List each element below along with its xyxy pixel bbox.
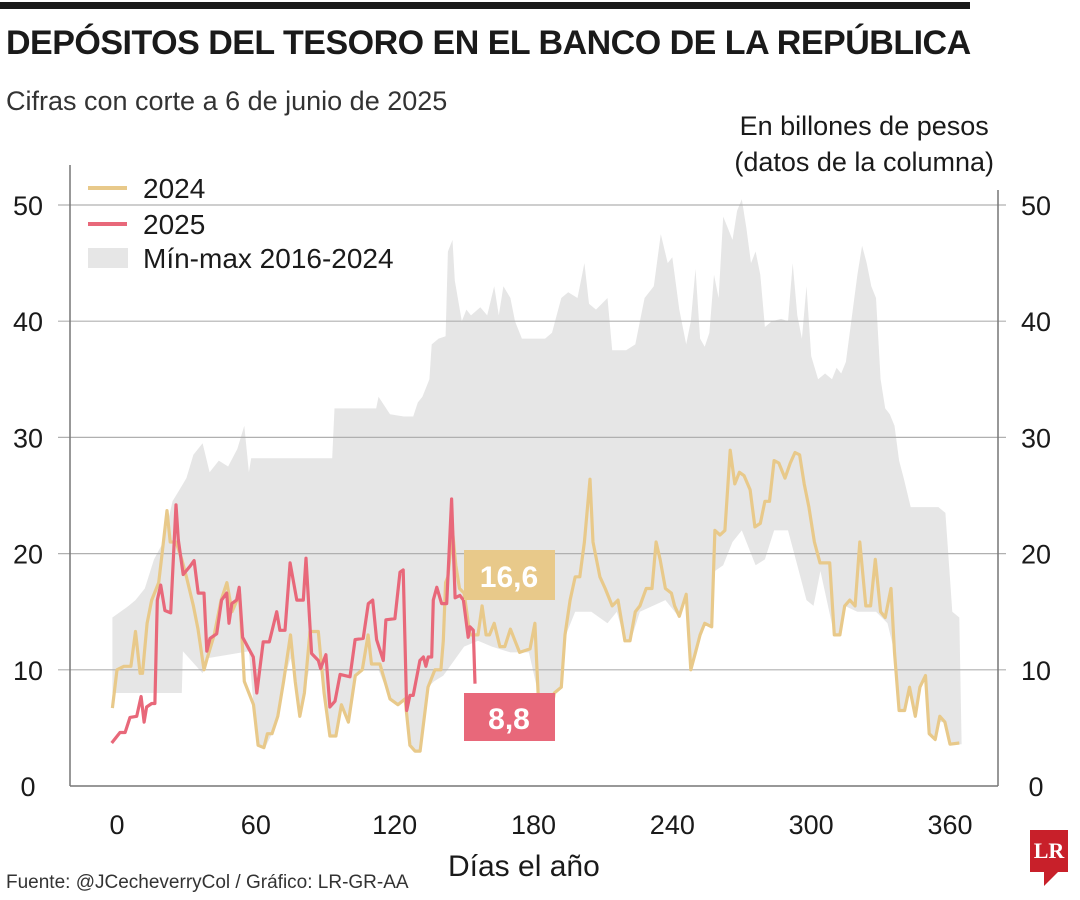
lr-logo-tail <box>1044 872 1058 886</box>
annotation-2025-value: 8,8 <box>488 703 530 736</box>
x-tick-0: 0 <box>109 810 124 840</box>
unit-label: En billones de pesos (datos de la column… <box>734 108 994 180</box>
y-tick-left-20: 20 <box>13 540 43 570</box>
y-tick-left-30: 30 <box>13 423 43 453</box>
axis-ticks: 0 0 10 10 20 20 30 30 40 40 50 50 0 60 120 180 240 300 360 <box>13 191 1051 840</box>
legend-swatch-band <box>88 248 128 268</box>
chart-subtitle: Cifras con corte a 6 de junio de 2025 <box>6 86 448 116</box>
unit-label-line1: En billones de pesos <box>739 111 989 141</box>
top-rule <box>0 2 970 9</box>
annotation-2024: 16,6 <box>464 550 555 600</box>
x-tick-180: 180 <box>511 810 556 840</box>
annotation-2025: 8,8 <box>464 693 555 741</box>
y-tick-left-50: 50 <box>13 191 43 221</box>
lr-logo: LR <box>1030 830 1068 872</box>
minmax-band-layer <box>112 199 962 752</box>
y-tick-left-40: 40 <box>13 307 43 337</box>
y-tick-right-50: 50 <box>1021 191 1051 221</box>
y-tick-left-0: 0 <box>20 772 35 802</box>
annotation-2024-value: 16,6 <box>480 561 538 594</box>
y-tick-left-10: 10 <box>13 656 43 686</box>
chart-title: DEPÓSITOS DEL TESORO EN EL BANCO DE LA R… <box>6 24 971 62</box>
y-tick-right-30: 30 <box>1021 423 1051 453</box>
y-tick-right-0: 0 <box>1028 772 1043 802</box>
y-tick-right-40: 40 <box>1021 307 1051 337</box>
legend: 2024 2025 Mín-max 2016-2024 <box>88 173 394 274</box>
x-tick-240: 240 <box>650 810 695 840</box>
series-line-2025 <box>110 497 477 744</box>
x-tick-120: 120 <box>372 810 417 840</box>
legend-label-2024: 2024 <box>143 173 205 204</box>
minmax-band-area <box>112 199 962 752</box>
unit-label-line2: (datos de la columna) <box>734 147 994 177</box>
x-axis-label: Días el año <box>448 850 600 883</box>
legend-label-band: Mín-max 2016-2024 <box>143 243 394 274</box>
annotation-2025-box <box>464 693 555 741</box>
plot-frame <box>69 165 999 787</box>
source-note: Fuente: @JCecheverryCol / Gráfico: LR-GR… <box>6 872 409 893</box>
y-tick-right-10: 10 <box>1021 656 1051 686</box>
lr-logo-text: LR <box>1033 838 1065 863</box>
y-tick-right-20: 20 <box>1021 540 1051 570</box>
x-tick-60: 60 <box>241 810 271 840</box>
x-tick-360: 360 <box>927 810 972 840</box>
annotation-2024-box <box>464 550 555 600</box>
x-tick-300: 300 <box>789 810 834 840</box>
legend-label-2025: 2025 <box>143 209 205 240</box>
